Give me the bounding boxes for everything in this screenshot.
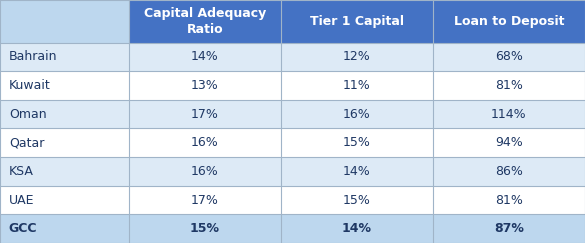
Text: 81%: 81% [495,193,523,207]
Text: 15%: 15% [343,193,371,207]
Text: Qatar: Qatar [9,136,44,149]
Text: 15%: 15% [343,136,371,149]
FancyBboxPatch shape [281,214,433,243]
Text: KSA: KSA [9,165,34,178]
FancyBboxPatch shape [129,100,281,129]
FancyBboxPatch shape [433,43,585,71]
Text: 81%: 81% [495,79,523,92]
Text: Kuwait: Kuwait [9,79,50,92]
FancyBboxPatch shape [0,43,129,71]
FancyBboxPatch shape [0,157,129,186]
FancyBboxPatch shape [281,43,433,71]
FancyBboxPatch shape [0,129,129,157]
Text: 17%: 17% [191,108,219,121]
FancyBboxPatch shape [433,214,585,243]
FancyBboxPatch shape [281,71,433,100]
Text: 11%: 11% [343,79,371,92]
FancyBboxPatch shape [129,0,281,43]
Text: 87%: 87% [494,222,524,235]
FancyBboxPatch shape [129,71,281,100]
FancyBboxPatch shape [129,157,281,186]
FancyBboxPatch shape [281,100,433,129]
Text: 13%: 13% [191,79,219,92]
FancyBboxPatch shape [433,71,585,100]
FancyBboxPatch shape [281,0,433,43]
Text: 68%: 68% [495,50,523,63]
Text: 15%: 15% [190,222,220,235]
FancyBboxPatch shape [129,43,281,71]
FancyBboxPatch shape [433,0,585,43]
FancyBboxPatch shape [0,0,129,43]
Text: 17%: 17% [191,193,219,207]
FancyBboxPatch shape [129,129,281,157]
FancyBboxPatch shape [433,157,585,186]
Text: UAE: UAE [9,193,35,207]
FancyBboxPatch shape [0,71,129,100]
FancyBboxPatch shape [433,100,585,129]
FancyBboxPatch shape [129,214,281,243]
Text: Tier 1 Capital: Tier 1 Capital [310,15,404,28]
FancyBboxPatch shape [0,186,129,214]
FancyBboxPatch shape [0,214,129,243]
FancyBboxPatch shape [0,100,129,129]
Text: 14%: 14% [191,50,219,63]
Text: 16%: 16% [343,108,371,121]
Text: 12%: 12% [343,50,371,63]
Text: 16%: 16% [191,136,219,149]
Text: 94%: 94% [495,136,523,149]
FancyBboxPatch shape [281,157,433,186]
FancyBboxPatch shape [433,129,585,157]
Text: Bahrain: Bahrain [9,50,57,63]
Text: GCC: GCC [9,222,37,235]
Text: Oman: Oman [9,108,46,121]
Text: 114%: 114% [491,108,526,121]
FancyBboxPatch shape [433,186,585,214]
Text: 14%: 14% [343,165,371,178]
Text: Loan to Deposit: Loan to Deposit [454,15,564,28]
FancyBboxPatch shape [281,186,433,214]
Text: 16%: 16% [191,165,219,178]
FancyBboxPatch shape [281,129,433,157]
Text: 86%: 86% [495,165,523,178]
Text: 14%: 14% [342,222,372,235]
Text: Capital Adequacy
Ratio: Capital Adequacy Ratio [144,7,266,36]
FancyBboxPatch shape [129,186,281,214]
